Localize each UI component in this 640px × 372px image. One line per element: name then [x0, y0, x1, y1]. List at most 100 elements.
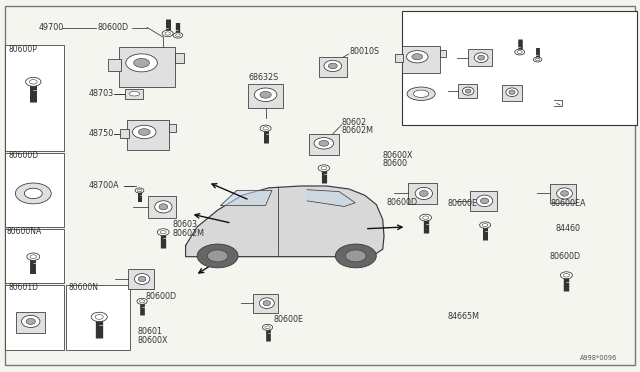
- Circle shape: [515, 49, 525, 55]
- Ellipse shape: [159, 204, 168, 210]
- Ellipse shape: [259, 298, 275, 308]
- Circle shape: [138, 189, 141, 192]
- Text: 80603: 80603: [173, 220, 198, 229]
- Ellipse shape: [161, 49, 175, 55]
- Ellipse shape: [462, 87, 474, 95]
- Text: 80600: 80600: [383, 159, 408, 168]
- Ellipse shape: [476, 195, 493, 206]
- Text: 48750: 48750: [88, 129, 113, 138]
- Ellipse shape: [509, 90, 515, 94]
- Text: 80600E: 80600E: [274, 315, 304, 324]
- Text: 80600X: 80600X: [138, 336, 168, 344]
- Bar: [502, 85, 522, 101]
- Text: 80600D: 80600D: [8, 151, 38, 160]
- Circle shape: [479, 222, 491, 228]
- Ellipse shape: [138, 129, 150, 135]
- Circle shape: [422, 216, 429, 219]
- Circle shape: [27, 253, 40, 260]
- Ellipse shape: [413, 90, 429, 97]
- Text: 80601: 80601: [138, 327, 163, 336]
- Ellipse shape: [260, 92, 271, 98]
- Text: 80602: 80602: [342, 118, 367, 126]
- Ellipse shape: [407, 87, 435, 100]
- Circle shape: [265, 326, 270, 329]
- Bar: [148, 196, 177, 218]
- Text: 80600NA: 80600NA: [6, 227, 42, 236]
- Text: 80600P: 80600P: [8, 45, 37, 54]
- Ellipse shape: [415, 187, 433, 199]
- Ellipse shape: [26, 318, 35, 324]
- Circle shape: [260, 125, 271, 132]
- Bar: [5, 153, 64, 227]
- Ellipse shape: [254, 88, 277, 102]
- Text: 80600D: 80600D: [387, 198, 418, 207]
- Bar: [248, 84, 283, 108]
- Circle shape: [26, 77, 41, 86]
- Circle shape: [335, 244, 376, 268]
- Circle shape: [533, 57, 542, 62]
- Text: 68632S: 68632S: [248, 73, 278, 81]
- Circle shape: [91, 312, 108, 322]
- Circle shape: [321, 167, 326, 170]
- Text: 84460: 84460: [556, 224, 580, 232]
- Text: 80602M: 80602M: [342, 126, 374, 135]
- Text: 80600EA: 80600EA: [550, 199, 586, 208]
- Bar: [120, 129, 129, 138]
- Ellipse shape: [557, 188, 572, 199]
- Circle shape: [517, 51, 522, 54]
- Circle shape: [29, 80, 37, 84]
- Bar: [5, 45, 64, 151]
- Ellipse shape: [506, 88, 518, 96]
- Ellipse shape: [465, 89, 471, 93]
- Circle shape: [262, 324, 273, 330]
- Bar: [408, 183, 437, 204]
- Ellipse shape: [561, 191, 568, 196]
- Bar: [17, 312, 45, 333]
- Text: 48703: 48703: [88, 89, 113, 98]
- Polygon shape: [186, 186, 384, 257]
- Circle shape: [30, 255, 36, 259]
- Circle shape: [135, 188, 144, 193]
- Bar: [119, 46, 175, 87]
- Circle shape: [24, 188, 42, 199]
- Bar: [5, 285, 64, 350]
- Circle shape: [197, 244, 238, 268]
- Circle shape: [162, 30, 173, 37]
- Text: 80600D: 80600D: [97, 23, 129, 32]
- Bar: [66, 285, 130, 350]
- Bar: [440, 50, 446, 57]
- Bar: [127, 120, 170, 150]
- Ellipse shape: [132, 125, 156, 139]
- Circle shape: [173, 33, 182, 38]
- Bar: [5, 229, 64, 283]
- Circle shape: [140, 300, 145, 303]
- Bar: [128, 269, 154, 289]
- Ellipse shape: [126, 54, 157, 72]
- Ellipse shape: [324, 60, 342, 71]
- Ellipse shape: [319, 141, 329, 146]
- Circle shape: [157, 229, 169, 235]
- Ellipse shape: [481, 198, 489, 204]
- Text: 49700: 49700: [38, 23, 63, 32]
- Ellipse shape: [138, 276, 146, 282]
- Bar: [308, 134, 339, 155]
- Bar: [395, 54, 403, 62]
- Bar: [402, 46, 440, 74]
- Polygon shape: [221, 190, 272, 205]
- Bar: [108, 59, 121, 71]
- Ellipse shape: [474, 53, 488, 62]
- Circle shape: [563, 273, 570, 277]
- Bar: [125, 89, 143, 99]
- Circle shape: [420, 214, 431, 221]
- Ellipse shape: [263, 301, 271, 306]
- Ellipse shape: [134, 58, 150, 67]
- Bar: [170, 124, 176, 132]
- Ellipse shape: [314, 138, 333, 149]
- Bar: [468, 49, 492, 66]
- Text: 80600E: 80600E: [448, 199, 478, 208]
- Circle shape: [263, 127, 268, 130]
- Text: 80600X: 80600X: [383, 151, 413, 160]
- Text: 80600N: 80600N: [68, 283, 99, 292]
- Bar: [319, 57, 347, 77]
- Ellipse shape: [420, 190, 428, 196]
